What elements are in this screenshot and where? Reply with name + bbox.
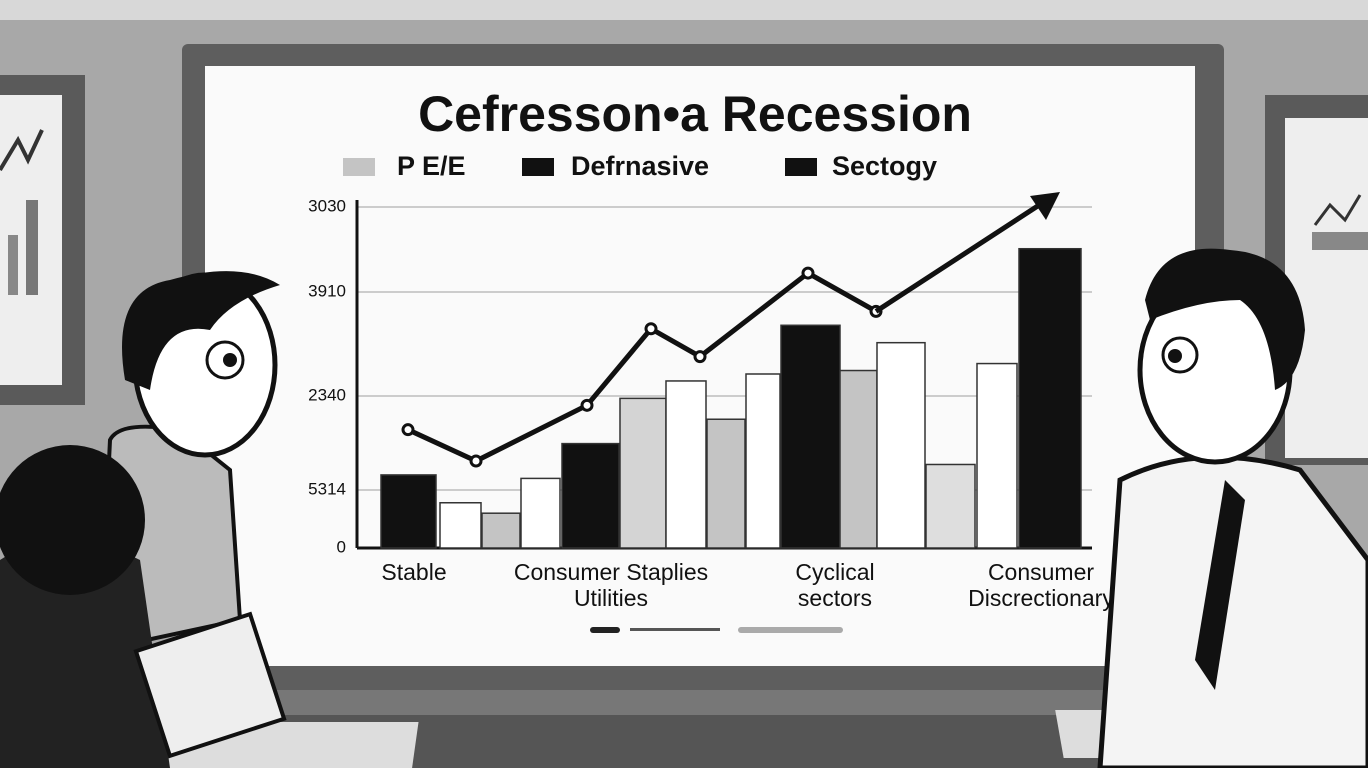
bar	[976, 362, 1018, 549]
person-hair	[122, 271, 280, 390]
front-person-hair	[0, 445, 145, 595]
x-category-label: Cyclical	[795, 559, 874, 585]
tablet	[133, 611, 287, 759]
bar	[925, 463, 976, 549]
person-hair	[1145, 248, 1305, 390]
y-axis-label: 2340	[308, 385, 346, 404]
x-category-label: Utilities	[574, 585, 648, 611]
person-pupil	[1168, 349, 1182, 363]
x-category-label: Consumer	[988, 559, 1094, 585]
y-axis-label: 3910	[308, 281, 346, 300]
legend-label: Defrnasive	[571, 151, 709, 181]
chart-title: Cefresson•a Recession	[418, 86, 972, 142]
trend-point	[469, 454, 483, 468]
slide-indicator	[630, 628, 720, 631]
bar	[619, 397, 667, 549]
legend-label: Sectogy	[832, 151, 937, 181]
trend-point	[644, 322, 658, 336]
bar	[481, 512, 521, 549]
y-axis-label: 3030	[308, 196, 346, 215]
poster-line	[1313, 194, 1362, 226]
front-person	[0, 540, 170, 768]
trend-arrow	[874, 195, 1052, 314]
y-axis-label: 0	[337, 537, 346, 556]
bar	[439, 502, 482, 549]
x-category-label: Discrectionary	[968, 585, 1114, 611]
person-tie	[1195, 480, 1245, 690]
poster-bar	[8, 235, 18, 295]
slide-indicator	[590, 627, 620, 633]
legend-swatch	[522, 158, 554, 176]
trend-point	[401, 423, 415, 437]
bar	[1018, 247, 1082, 549]
poster-line	[0, 129, 44, 172]
trend-point	[801, 266, 815, 280]
x-category-label: Stable	[381, 559, 446, 585]
person-pupil	[223, 353, 237, 367]
bar	[745, 373, 781, 549]
bar	[706, 418, 746, 549]
arrow-head	[1030, 192, 1060, 220]
y-axis-label: 5314	[308, 479, 346, 498]
ceiling	[0, 0, 1368, 20]
bar	[665, 380, 707, 549]
bar	[380, 474, 437, 549]
right-poster	[1285, 118, 1368, 458]
x-category-label: Consumer Staplies	[514, 559, 708, 585]
slide-indicator	[738, 627, 843, 633]
x-category-label: sectors	[798, 585, 872, 611]
legend-swatch	[785, 158, 817, 176]
legend-swatch	[343, 158, 375, 176]
trend-point	[580, 398, 594, 412]
legend-label: P E/E	[397, 151, 466, 181]
poster-bar	[26, 200, 38, 295]
bar	[780, 324, 841, 549]
bar	[839, 369, 878, 549]
trend-point	[693, 350, 707, 364]
bar	[561, 442, 620, 549]
poster-block	[1312, 232, 1368, 250]
bar	[876, 341, 926, 549]
chart: Cefresson•a Recession P E/E Defrnasive Sec…	[308, 86, 1114, 611]
bar	[520, 477, 561, 549]
